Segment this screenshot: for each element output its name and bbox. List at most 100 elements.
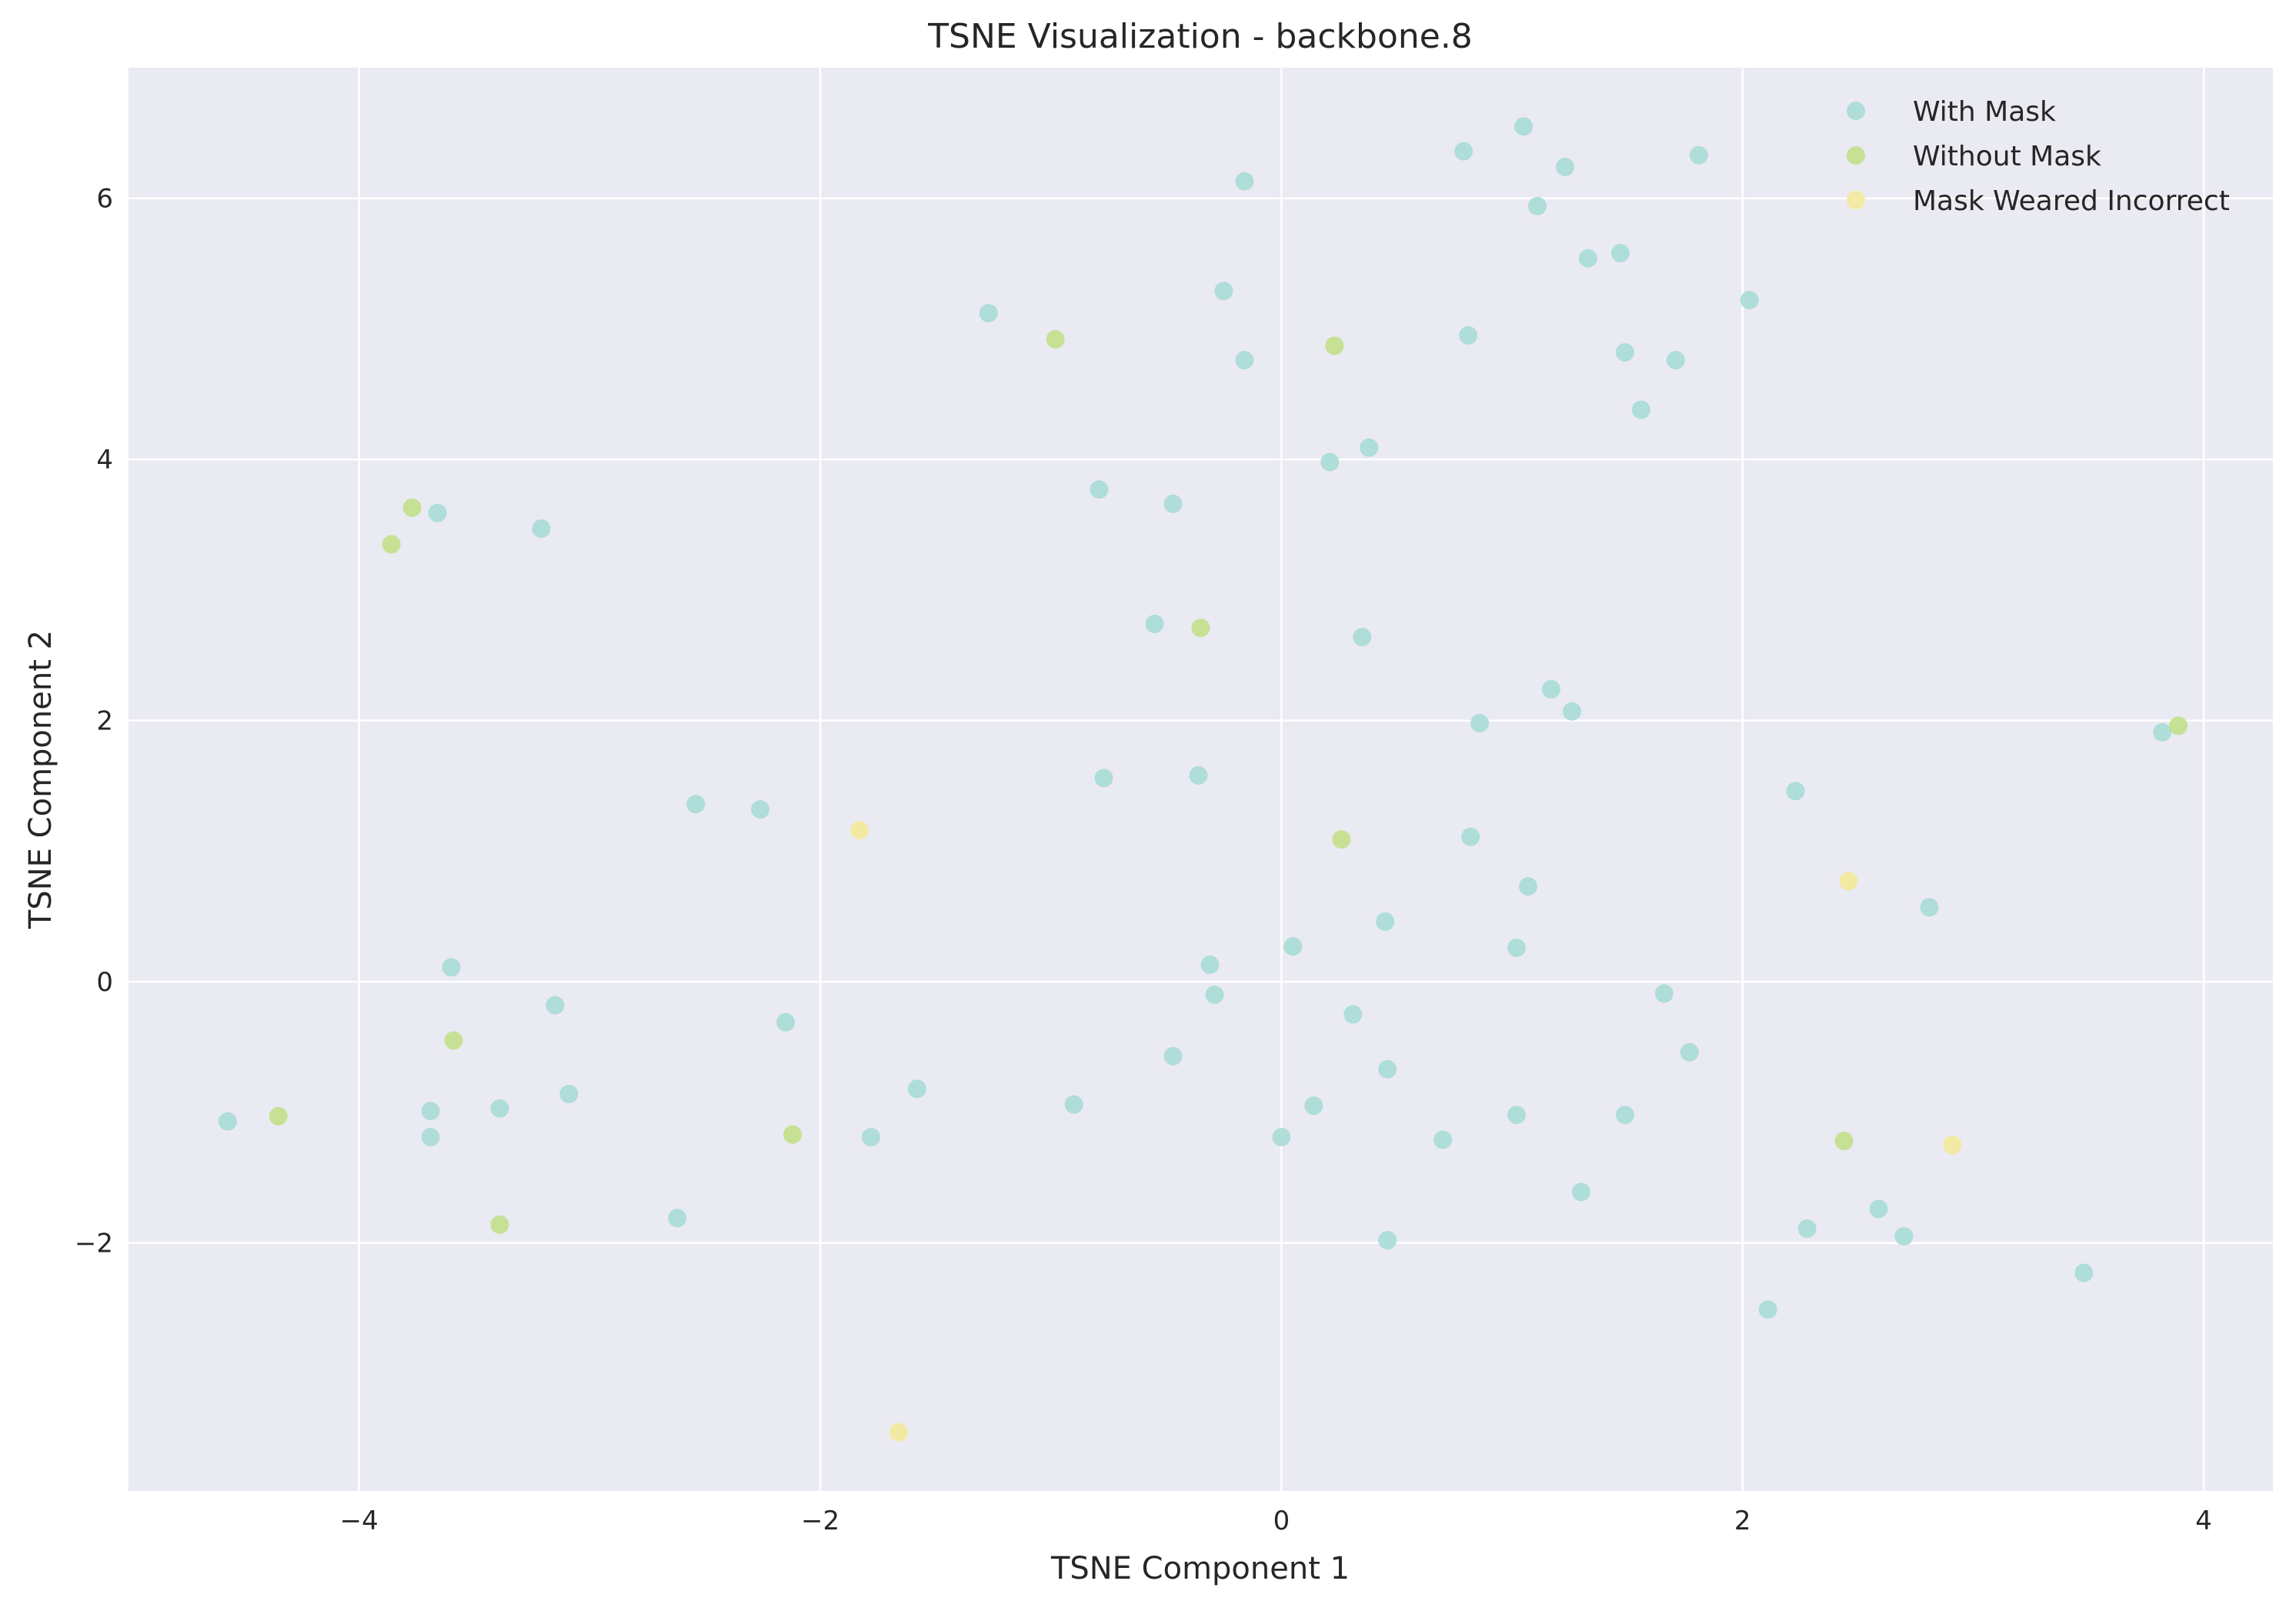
data-point xyxy=(686,795,706,814)
data-point xyxy=(1163,494,1183,513)
data-point xyxy=(1894,1227,1914,1246)
x-tick-label: 2 xyxy=(1734,1506,1751,1536)
data-point xyxy=(1343,1005,1363,1024)
data-point xyxy=(1205,986,1224,1005)
data-point xyxy=(1571,1182,1590,1202)
data-point xyxy=(1758,1300,1777,1319)
x-tick-labels: −4 −2 0 2 4 xyxy=(340,1506,2212,1536)
data-point xyxy=(1689,145,1708,165)
data-point xyxy=(1869,1199,1888,1219)
data-point xyxy=(1325,336,1344,355)
data-point xyxy=(1376,912,1395,931)
y-tick-labels: −2 0 2 4 6 xyxy=(75,184,113,1259)
data-point xyxy=(490,1099,509,1118)
data-point xyxy=(1542,679,1561,699)
legend-label: With Mask xyxy=(1913,96,2056,128)
data-point xyxy=(1189,765,1208,785)
data-point xyxy=(559,1085,579,1104)
data-point xyxy=(1378,1059,1397,1079)
series-0 xyxy=(218,117,2172,1319)
data-point xyxy=(421,1102,440,1121)
legend: With Mask Without Mask Mask Weared Incorre… xyxy=(1847,96,2230,217)
data-point xyxy=(1235,351,1254,370)
data-point xyxy=(1378,1231,1397,1250)
data-point xyxy=(1834,1132,1854,1151)
data-point xyxy=(849,821,869,840)
data-point xyxy=(546,996,565,1015)
x-tick-label: −2 xyxy=(801,1506,839,1536)
data-point xyxy=(402,498,422,517)
data-point xyxy=(1360,438,1379,457)
data-point xyxy=(1514,117,1533,136)
data-point xyxy=(1064,1095,1083,1114)
data-point xyxy=(1461,827,1480,846)
data-point xyxy=(1470,714,1490,733)
y-tick-label: 0 xyxy=(96,967,113,998)
data-point xyxy=(776,1012,796,1032)
data-point xyxy=(1200,956,1220,975)
data-point xyxy=(1283,937,1303,956)
data-point xyxy=(1943,1136,1962,1155)
data-point xyxy=(1353,628,1372,646)
data-point xyxy=(1304,1096,1323,1116)
x-tick-label: 4 xyxy=(2195,1506,2212,1536)
legend-marker xyxy=(1847,146,1865,165)
x-axis-label: TSNE Component 1 xyxy=(1050,1551,1350,1586)
data-point xyxy=(1094,769,1113,788)
legend-marker xyxy=(1847,102,1865,120)
data-point xyxy=(1615,343,1634,362)
data-point xyxy=(751,800,770,819)
data-point xyxy=(1680,1042,1699,1062)
data-point xyxy=(1519,877,1538,896)
y-tick-label: 6 xyxy=(96,184,113,215)
x-tick-label: 0 xyxy=(1273,1506,1290,1536)
data-point xyxy=(1214,282,1233,301)
data-point xyxy=(2074,1263,2094,1282)
data-point xyxy=(1459,325,1478,345)
y-tick-label: 2 xyxy=(96,706,113,737)
data-point xyxy=(1631,400,1650,419)
data-point xyxy=(428,503,447,522)
data-point xyxy=(1654,984,1674,1003)
data-point xyxy=(1555,157,1574,176)
series-2 xyxy=(849,821,1962,1442)
data-point xyxy=(668,1209,687,1228)
data-point xyxy=(532,519,551,539)
x-tick-label: −4 xyxy=(340,1506,379,1536)
gridlines xyxy=(128,68,2273,1491)
data-point xyxy=(490,1215,509,1234)
data-point xyxy=(442,958,461,977)
data-point xyxy=(907,1079,926,1099)
data-point xyxy=(1191,619,1210,638)
y-tick-label: −2 xyxy=(75,1229,113,1259)
data-point xyxy=(269,1106,288,1126)
data-point xyxy=(1615,1106,1634,1125)
data-point xyxy=(979,304,998,323)
chart-title: TSNE Visualization - backbone.8 xyxy=(927,17,1473,56)
data-point xyxy=(1578,248,1597,268)
data-point xyxy=(1786,782,1805,801)
data-points xyxy=(218,117,2188,1442)
data-point xyxy=(2169,716,2188,735)
data-point xyxy=(1507,938,1527,957)
data-point xyxy=(2153,722,2172,742)
data-point xyxy=(1839,872,1858,891)
data-point xyxy=(1272,1128,1291,1147)
y-axis-label: TSNE Component 2 xyxy=(23,630,58,929)
data-point xyxy=(218,1112,237,1131)
data-point xyxy=(1454,142,1473,161)
data-point xyxy=(1163,1046,1183,1066)
data-point xyxy=(1090,480,1109,499)
legend-marker xyxy=(1847,191,1865,209)
data-point xyxy=(1666,351,1685,370)
data-point xyxy=(1562,702,1581,721)
data-point xyxy=(1920,898,1939,917)
data-point xyxy=(1610,244,1630,263)
data-point xyxy=(1046,330,1065,349)
data-point xyxy=(1235,172,1254,191)
data-point xyxy=(382,535,401,554)
data-point xyxy=(1507,1106,1527,1125)
data-point xyxy=(1320,452,1340,472)
data-point xyxy=(1332,830,1351,849)
